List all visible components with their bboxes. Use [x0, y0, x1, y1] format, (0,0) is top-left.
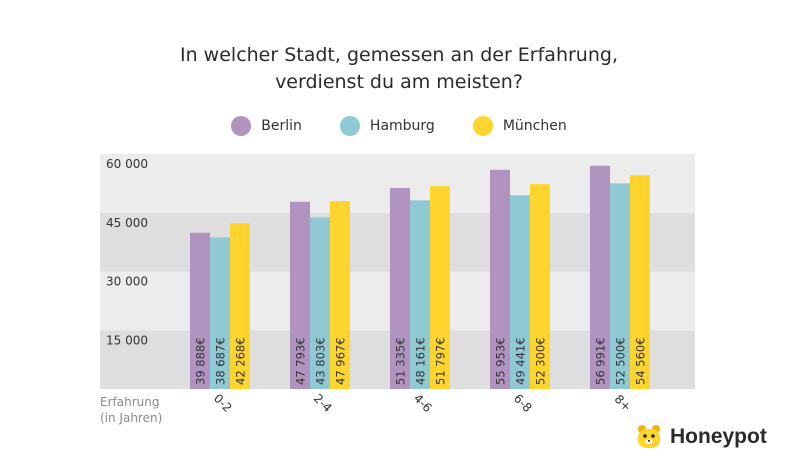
bar-value-label: 55 953€ [494, 337, 508, 385]
chart-title: In welcher Stadt, gemessen an der Erfahr… [0, 42, 798, 96]
bar-value-label: 56 991€ [594, 337, 608, 385]
chart-legend: Berlin Hamburg München [0, 116, 798, 136]
y-tick-label: 15 000 [106, 333, 148, 347]
chart-title-line-1: In welcher Stadt, gemessen an der Erfahr… [180, 44, 618, 66]
y-tick-label: 30 000 [106, 275, 148, 289]
bar-value-label: 52 500€ [614, 337, 628, 385]
bar-mnchen-2 [430, 186, 450, 389]
y-tick-label: 60 000 [106, 157, 148, 171]
bar-value-label: 42 268€ [234, 337, 248, 385]
legend-label-hamburg: Hamburg [369, 118, 435, 134]
bar-berlin-4 [590, 165, 610, 389]
bar-hamburg-1 [310, 217, 330, 389]
x-tick-label: 8+ [612, 392, 634, 414]
bar-value-label: 48 161€ [414, 337, 428, 385]
bar-value-label: 51 335€ [394, 337, 408, 385]
x-tick-label: 4-6 [411, 391, 435, 415]
x-tick-label: 2-4 [311, 391, 335, 415]
x-axis-title: Erfahrung (in Jahren) [100, 394, 162, 426]
bar-mnchen-3 [530, 184, 550, 389]
bar-value-label: 54 560€ [634, 337, 648, 385]
bar-mnchen-0 [230, 223, 250, 389]
y-tick-label: 45 000 [106, 216, 148, 230]
bar-hamburg-3 [510, 195, 530, 389]
legend-swatch-berlin [231, 116, 252, 136]
legend-label-muenchen: München [502, 118, 567, 134]
honeypot-logo: Honeypot [636, 424, 767, 450]
bar-value-label: 52 300€ [534, 337, 548, 385]
bar-berlin-2 [390, 187, 410, 389]
chart-title-line-2: verdienst du am meisten? [275, 71, 523, 93]
legend-item-berlin: Berlin [231, 116, 302, 136]
bar-value-label: 43 803€ [314, 337, 328, 385]
x-axis-title-line-1: Erfahrung [100, 395, 160, 409]
x-axis-title-line-2: (in Jahren) [100, 411, 163, 425]
legend-label-berlin: Berlin [261, 118, 302, 134]
bar-hamburg-0 [210, 237, 230, 389]
bar-value-label: 39 888€ [194, 337, 208, 385]
x-tick-label: 0-2 [211, 391, 235, 415]
legend-item-hamburg: Hamburg [339, 116, 435, 136]
bar-hamburg-4 [610, 183, 630, 389]
bar-mnchen-1 [330, 201, 350, 389]
bar-mnchen-4 [630, 175, 650, 389]
bar-hamburg-2 [410, 200, 430, 389]
legend-swatch-muenchen [472, 116, 493, 136]
honeypot-bear-icon [638, 425, 660, 448]
bar-value-label: 47 967€ [334, 337, 348, 385]
x-tick-label: 6-8 [511, 391, 535, 415]
bar-value-label: 47 793€ [294, 337, 308, 385]
bar-berlin-0 [190, 232, 210, 389]
legend-swatch-hamburg [339, 116, 360, 136]
bar-value-label: 38 687€ [214, 337, 228, 385]
bar-berlin-3 [490, 169, 510, 389]
bar-value-label: 49 441€ [514, 337, 528, 385]
bar-berlin-1 [290, 201, 310, 389]
bar-value-label: 51 797€ [434, 337, 448, 385]
brand-name: Honeypot [670, 425, 767, 448]
legend-item-muenchen: München [472, 116, 567, 136]
